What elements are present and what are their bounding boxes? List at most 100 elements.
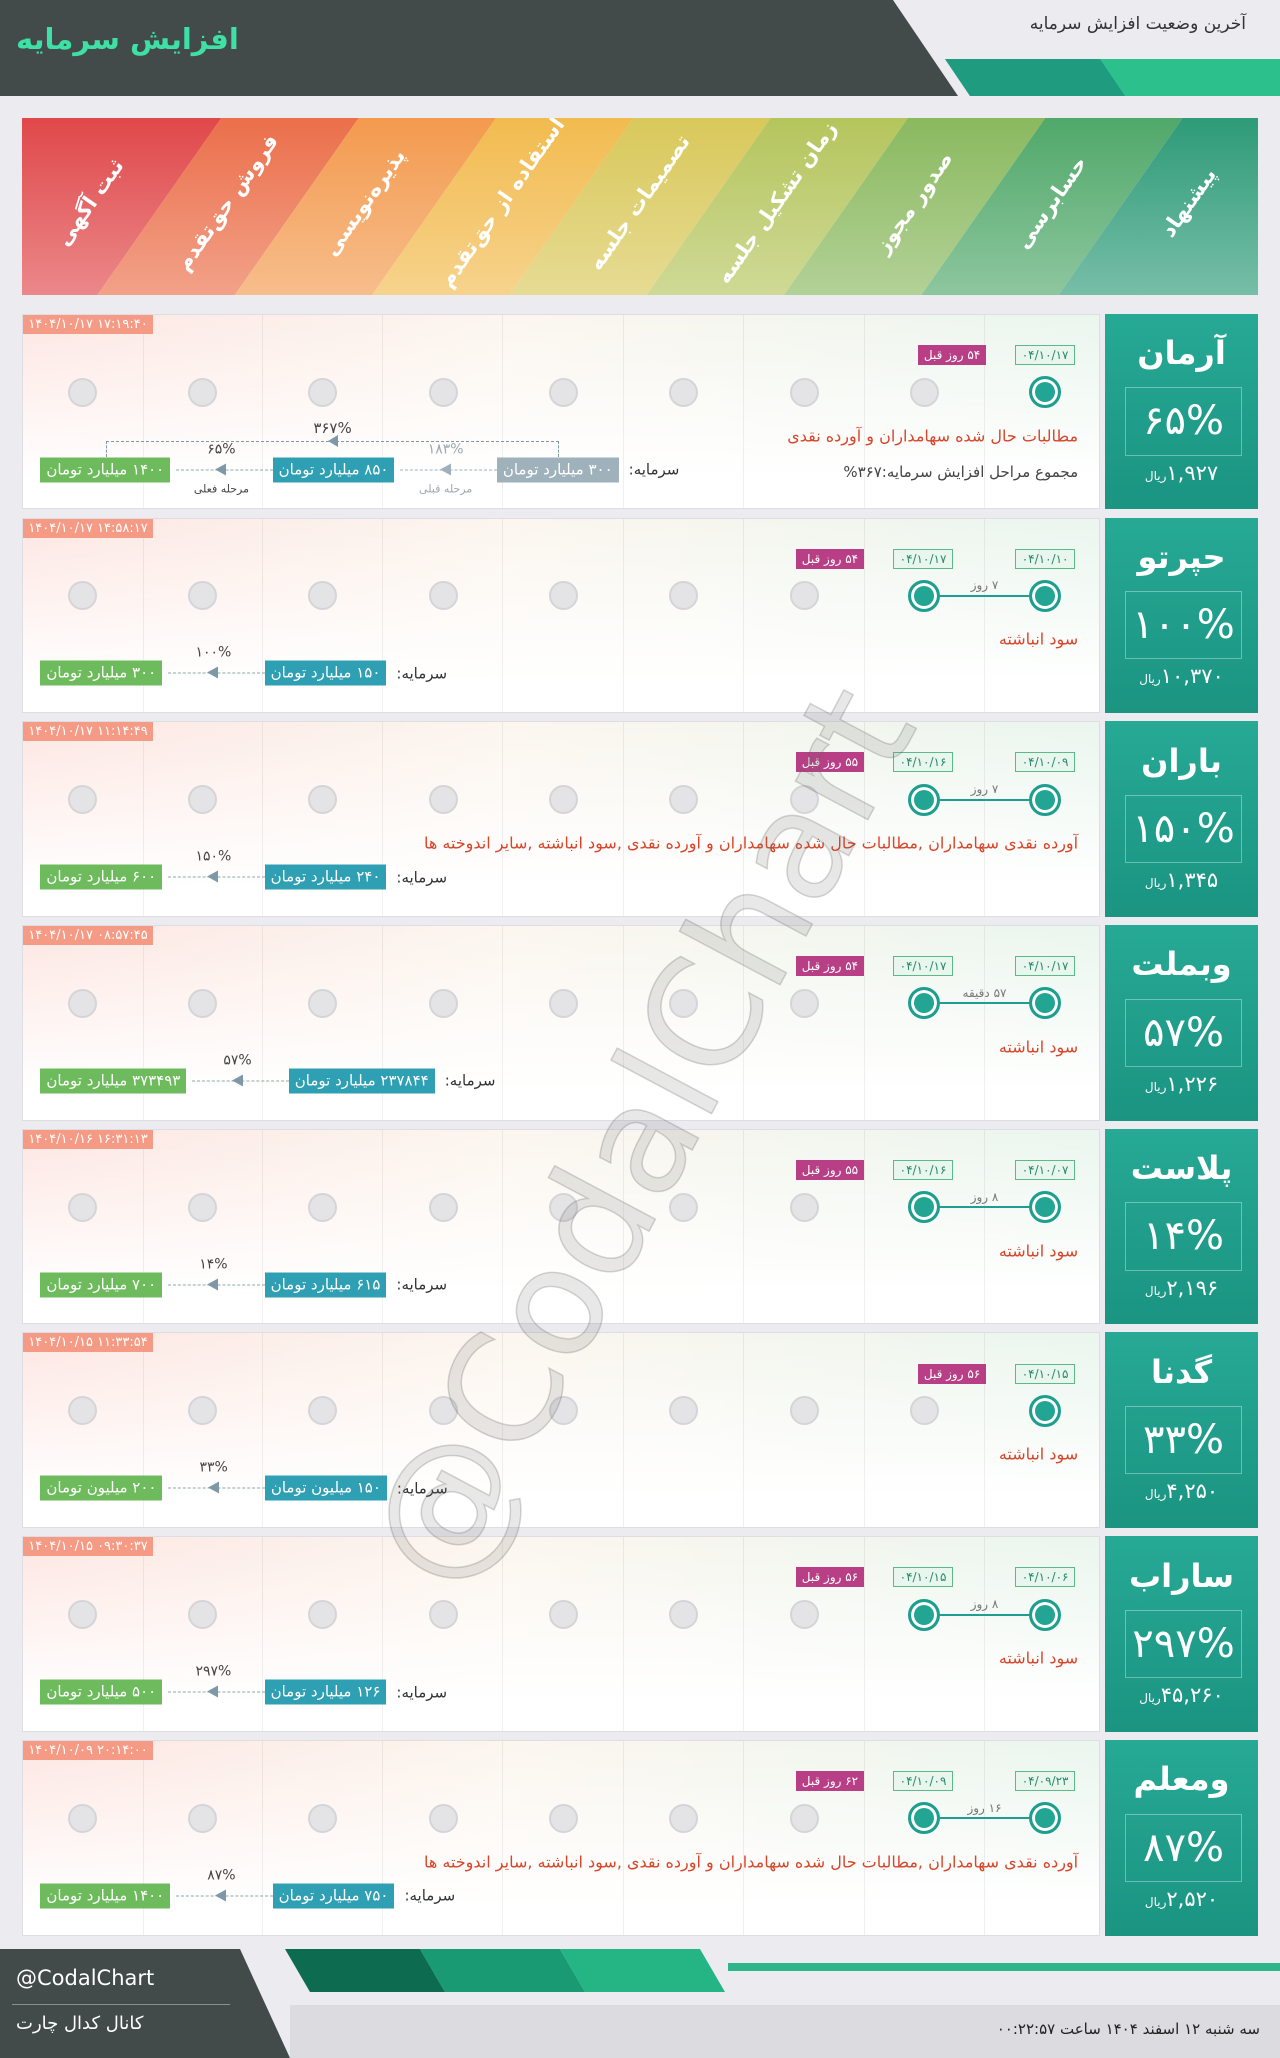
stage-dot [549,785,579,815]
capital-box: ۷۰۰ میلیارد تومان [40,1272,163,1298]
stage-active [1028,376,1061,409]
capital-box: ۱۵۰ میلیارد تومان [264,660,387,686]
days-ago: ۵۴ روز قبل [795,956,865,977]
percent-box: ۱۰۰% [1125,591,1242,660]
column-line [984,1537,986,1731]
percent: ۵۷% [1142,1009,1224,1056]
timestamp: ۱۴۰۴/۱۰/۱۵ ۱۱:۳۳:۵۴ [23,1333,153,1353]
column-line [502,925,504,1120]
stage-dot [308,1803,338,1833]
column-line [984,1129,986,1324]
stage-dot [549,581,579,611]
column-line [381,722,383,916]
stage-active [1028,783,1061,816]
column-line [502,314,504,509]
change-note: مرحله قبلی [419,482,473,496]
stage-dot [308,1600,338,1630]
column-line [863,518,865,713]
column-line [984,314,986,509]
price: ۱۰,۳۷۰ ریال [1105,664,1257,688]
price-unit: ریال [1144,876,1167,891]
timestamp: ۱۴۰۴/۱۰/۰۹ ۲۰:۱۴:۰۰ [23,1740,153,1760]
stage-active [1028,1191,1061,1224]
column-line [502,1333,504,1528]
footer-channel: کانال کدال چارت [16,2013,144,2034]
footer-line [728,1963,1280,1971]
footer-stripe [285,1949,445,1992]
column-line [623,1129,625,1324]
stage-dot [789,1803,819,1833]
column-line [984,925,986,1120]
price: ۴,۲۵۰ ریال [1105,1479,1257,1503]
column-line [623,314,625,509]
stage-dot [789,377,819,407]
stage-active [908,987,941,1020]
column-line [502,1129,504,1324]
stage-dot [549,988,579,1018]
percent: ۶۵% [1142,398,1224,445]
price-value: ۱۰,۳۷۰ [1160,664,1224,689]
stage-active [1028,987,1061,1020]
column-line [984,1740,986,1935]
total-text: مجموع مراحل افزایش سرمایه:۳۶۷% [843,463,1079,482]
company-row: ۱۴۰۴/۱۰/۱۷ ۱۱:۱۴:۴۹ ۷ روز ۰۴/۱۰/۰۹ ۰۴/۱۰/۱۶… [22,721,1101,917]
change-pct: ۱۵۰% [195,848,232,865]
column-line [381,518,383,713]
description: سود انباشته [998,1444,1079,1464]
column-line [742,1740,744,1935]
stage-active [1028,579,1061,612]
column-line [623,925,625,1120]
stage-link [924,1817,1045,1820]
column-line [863,722,865,916]
capital-label: سرمایه: [444,1071,496,1090]
column-line [742,1333,744,1528]
price: ۴۵,۲۶۰ ریال [1105,1683,1257,1707]
capital-arrow: ۱۵۰% [162,849,265,890]
capital-arrow: ۱۸۳% مرحله قبلی [394,441,497,495]
company-row: ۱۴۰۴/۱۰/۱۷ ۱۷:۱۹:۴۰ ۰۴/۱۰/۱۷ ۵۴ روز قبل مطا… [22,313,1101,510]
stage-dot [308,581,338,611]
column-line [742,722,744,916]
column-line [262,1333,264,1528]
date-badge: ۰۴/۱۰/۱۰ [1014,548,1076,569]
change-pct: ۶۵% [207,441,236,458]
arrow-head [215,1889,227,1902]
capital-arrow: ۱۰۰% [162,645,265,686]
price-unit: ریال [1144,1283,1167,1298]
stage-dot [67,1192,97,1222]
stage-dot [549,1803,579,1833]
price: ۱,۲۲۶ ریال [1105,1072,1257,1096]
date-badge: ۰۴/۱۰/۱۷ [892,956,954,977]
company-row: ۱۴۰۴/۱۰/۰۹ ۲۰:۱۴:۰۰ ۱۶ روز ۰۴/۰۹/۲۳ ۰۴/۱۰/۰… [22,1739,1101,1936]
column-line [142,1537,144,1731]
price-unit: ریال [1144,1487,1167,1502]
summary-panel: ومعلم ۸۷% ۲,۵۲۰ ریال [1105,1739,1258,1936]
price-value: ۴۵,۲۶۰ [1160,1683,1224,1708]
change-pct: ۸۷% [207,1867,236,1884]
column-line [142,314,144,509]
stage-dot [188,1192,218,1222]
total-arrow [327,435,338,448]
stage-link [924,594,1045,597]
column-line [502,518,504,713]
footer-handle: @CodalChart [16,1966,155,1990]
stage-dot [308,377,338,407]
stage-dot [669,988,699,1018]
column-line [381,1740,383,1935]
capital-box: ۳۷۳۴۹۳ میلیارد تومان [40,1068,187,1094]
stage-active [908,1598,941,1631]
days-ago: ۶۲ روز قبل [795,1771,865,1792]
stage-dot [67,377,97,407]
arrow-head [207,666,219,679]
gap-label: ۱۶ روز [967,1800,1002,1815]
capital-box: ۲۰۰ میلیون تومان [40,1475,163,1501]
price-value: ۲,۵۲۰ [1166,1886,1219,1911]
date-badge: ۰۴/۱۰/۰۷ [1014,1159,1076,1180]
percent: ۱۰۰% [1132,602,1235,649]
capital-arrow: ۱۴% [162,1256,265,1297]
description: سود انباشته [998,1241,1079,1260]
column-line [262,925,264,1120]
column-line [262,1740,264,1935]
gap-label: ۷ روز [970,782,999,797]
capital-flow: ۶۰۰ میلیارد تومان ۱۵۰% ۲۴۰ میلیارد تومان سر… [40,849,447,890]
